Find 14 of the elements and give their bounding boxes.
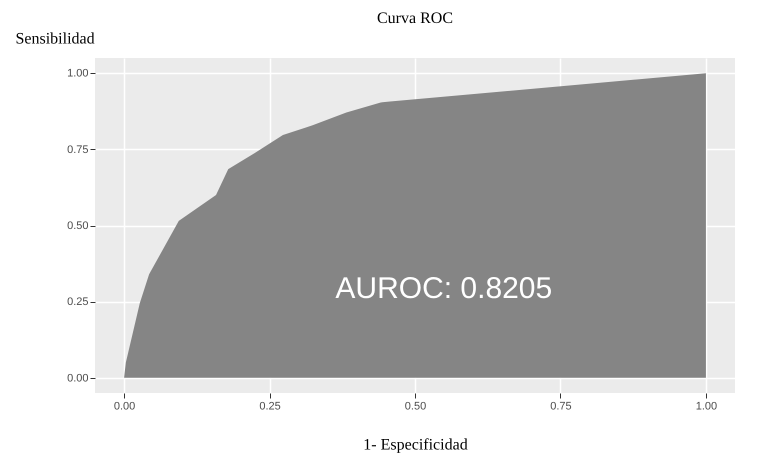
x-tick-label: 0.00 xyxy=(114,400,136,412)
annotation: AUROC: 0.8205 xyxy=(335,272,552,306)
x-tick-label: 0.25 xyxy=(259,400,281,412)
x-tick-label: 1.00 xyxy=(696,400,718,412)
y-tick-label: 0.00 xyxy=(67,372,88,384)
y-tick-label: 0.75 xyxy=(67,144,88,156)
x-tick-label: 0.75 xyxy=(550,400,572,412)
y-axis-title: Sensibilidad xyxy=(16,30,95,48)
y-tick-label: 0.25 xyxy=(67,296,88,308)
y-tick-label: 1.00 xyxy=(67,68,88,80)
x-tick-label: 0.50 xyxy=(404,400,426,412)
chart-title: Curva ROC xyxy=(377,10,453,27)
x-axis-title: 1- Especificidad xyxy=(363,436,468,454)
y-tick-label: 0.50 xyxy=(67,220,88,232)
